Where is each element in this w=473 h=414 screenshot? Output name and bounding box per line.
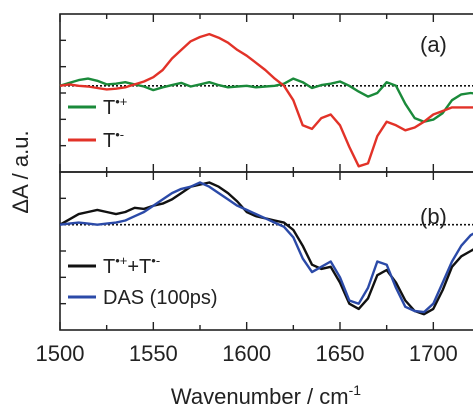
x-tick-label: 1500	[36, 341, 85, 366]
x-tick-label: 1650	[316, 341, 365, 366]
x-tick-label: 1700	[409, 341, 458, 366]
x-axis-label: Wavenumber / cm-1	[171, 382, 361, 409]
panel-a-label: (a)	[420, 32, 447, 57]
x-tick-labels: 1500 1550 1600 1650 1700	[36, 341, 458, 366]
x-tick-label: 1600	[222, 341, 271, 366]
legend-a-label-1: T•+	[103, 94, 127, 119]
x-tick-label: 1550	[129, 341, 178, 366]
panel-a-series-2-line	[59, 32, 473, 168]
legend-b-label-2: DAS (100ps)	[103, 287, 218, 309]
panel-b-series	[59, 181, 473, 316]
y-axis-label: ΔA / a.u.	[8, 130, 33, 213]
panel-b-label: (b)	[420, 204, 447, 229]
panel-a-series-1-line	[59, 77, 473, 123]
panel-a-frame	[59, 13, 473, 173]
legend-a-label-2: T•-	[103, 127, 124, 152]
tick-marks	[59, 14, 435, 330]
panel-a-series	[59, 32, 473, 168]
panel-b-series-2-line	[59, 181, 473, 314]
legend-b-label-1: T•++T•-	[103, 253, 160, 278]
